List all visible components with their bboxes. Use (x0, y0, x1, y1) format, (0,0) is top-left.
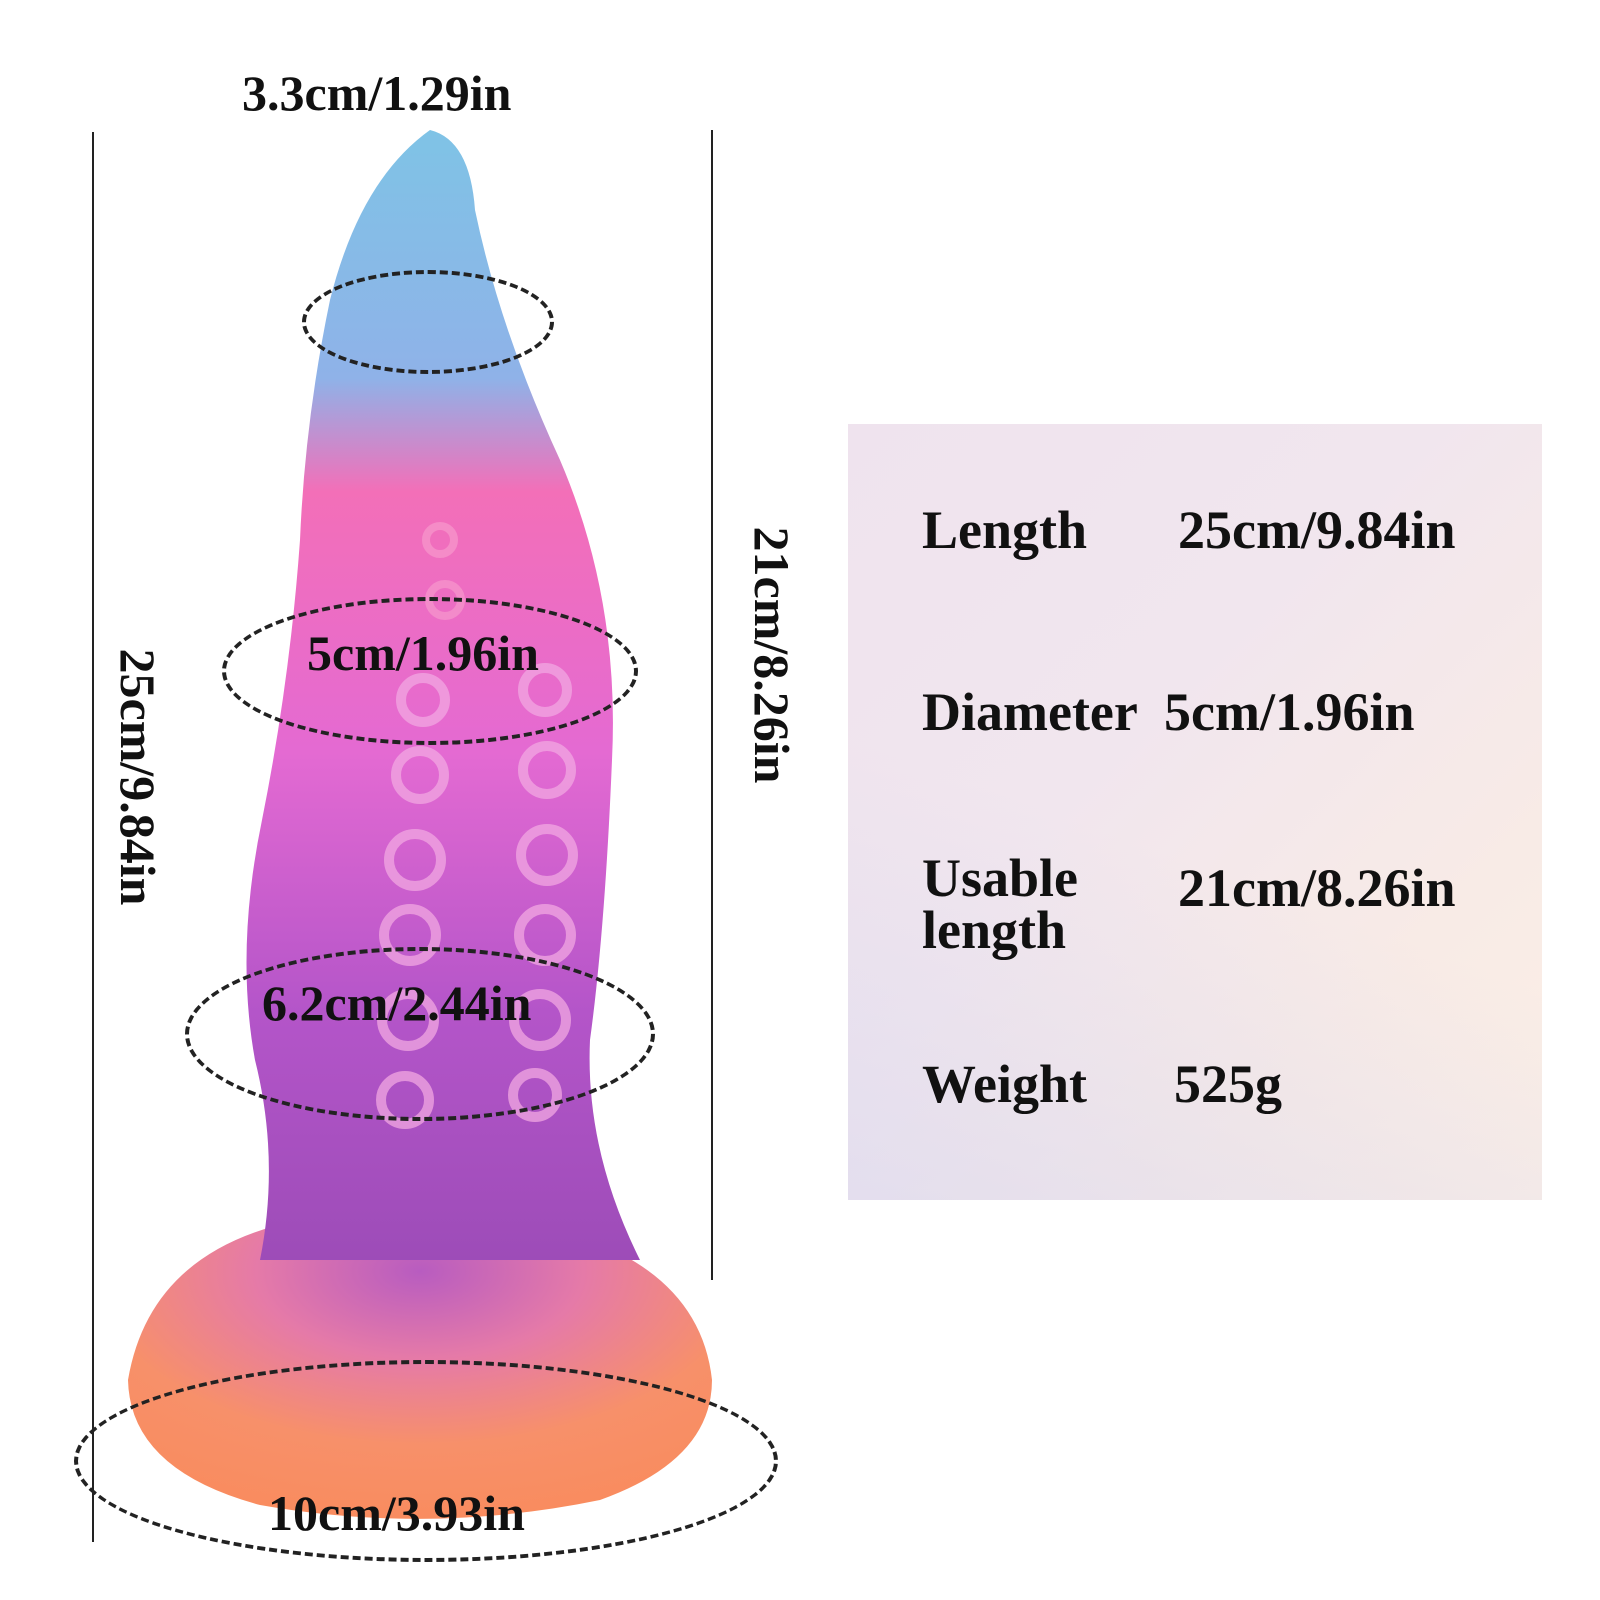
spec-key: Weight (922, 1054, 1088, 1114)
spec-row-diameter: Diameter 5cm/1.96in (922, 682, 1415, 742)
middle-diameter-label: 6.2cm/2.44in (262, 975, 532, 1031)
spec-row-weight: Weight 525g (922, 1054, 1282, 1114)
spec-key: Length (922, 500, 1088, 560)
spec-value: 25cm/9.84in (1178, 500, 1456, 560)
upper-circumference-marker (222, 597, 638, 745)
spec-row-usable-length: Usable length 21cm/8.26in (922, 848, 1456, 960)
middle-circumference-marker (185, 947, 655, 1121)
spec-key: Usable length (922, 848, 1079, 960)
total-length-line (92, 132, 94, 1542)
upper-diameter-label: 5cm/1.96in (307, 625, 539, 681)
spec-value: 5cm/1.96in (1164, 682, 1415, 742)
base-diameter-label: 10cm/3.93in (268, 1485, 525, 1541)
spec-value: 525g (1174, 1054, 1282, 1114)
tip-diameter-label: 3.3cm/1.29in (242, 65, 512, 121)
usable-length-line (711, 130, 713, 1280)
spec-row-length: Length 25cm/9.84in (922, 500, 1456, 560)
spec-key: Diameter (922, 682, 1138, 742)
base-circumference-marker (74, 1360, 778, 1562)
spec-value: 21cm/8.26in (1178, 858, 1456, 918)
spec-panel: Length 25cm/9.84in Diameter 5cm/1.96in U… (848, 424, 1542, 1200)
tip-circumference-marker (302, 270, 554, 374)
